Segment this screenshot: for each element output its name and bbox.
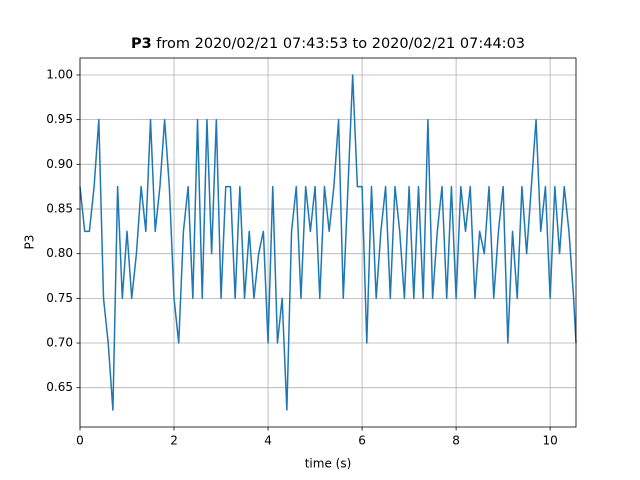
chart-title: P3 from 2020/02/21 07:43:53 to 2020/02/2… [131,36,525,52]
x-axis-label: time (s) [305,457,352,471]
y-tick-label: 0.70 [46,336,73,350]
x-tick-label: 4 [264,434,272,448]
y-tick-label: 1.00 [46,67,73,81]
plot-frame [79,57,577,428]
title-name: P3 [131,36,152,52]
y-tick-label: 0.75 [46,291,73,305]
x-tick-label: 6 [358,434,366,448]
y-axis-label: P3 [23,235,37,250]
y-tick-label: 0.85 [46,201,73,215]
y-tick-label: 0.95 [46,112,73,126]
x-tick-label: 2 [170,434,178,448]
x-tick-label: 0 [76,434,84,448]
y-tick-label: 0.90 [46,157,73,171]
y-tick-label: 0.80 [46,246,73,260]
x-tick-label: 10 [543,434,558,448]
x-tick-label: 8 [452,434,460,448]
title-range: from 2020/02/21 07:43:53 to 2020/02/21 0… [156,36,525,52]
data-line [79,74,577,411]
y-tick-label: 0.65 [46,380,73,394]
